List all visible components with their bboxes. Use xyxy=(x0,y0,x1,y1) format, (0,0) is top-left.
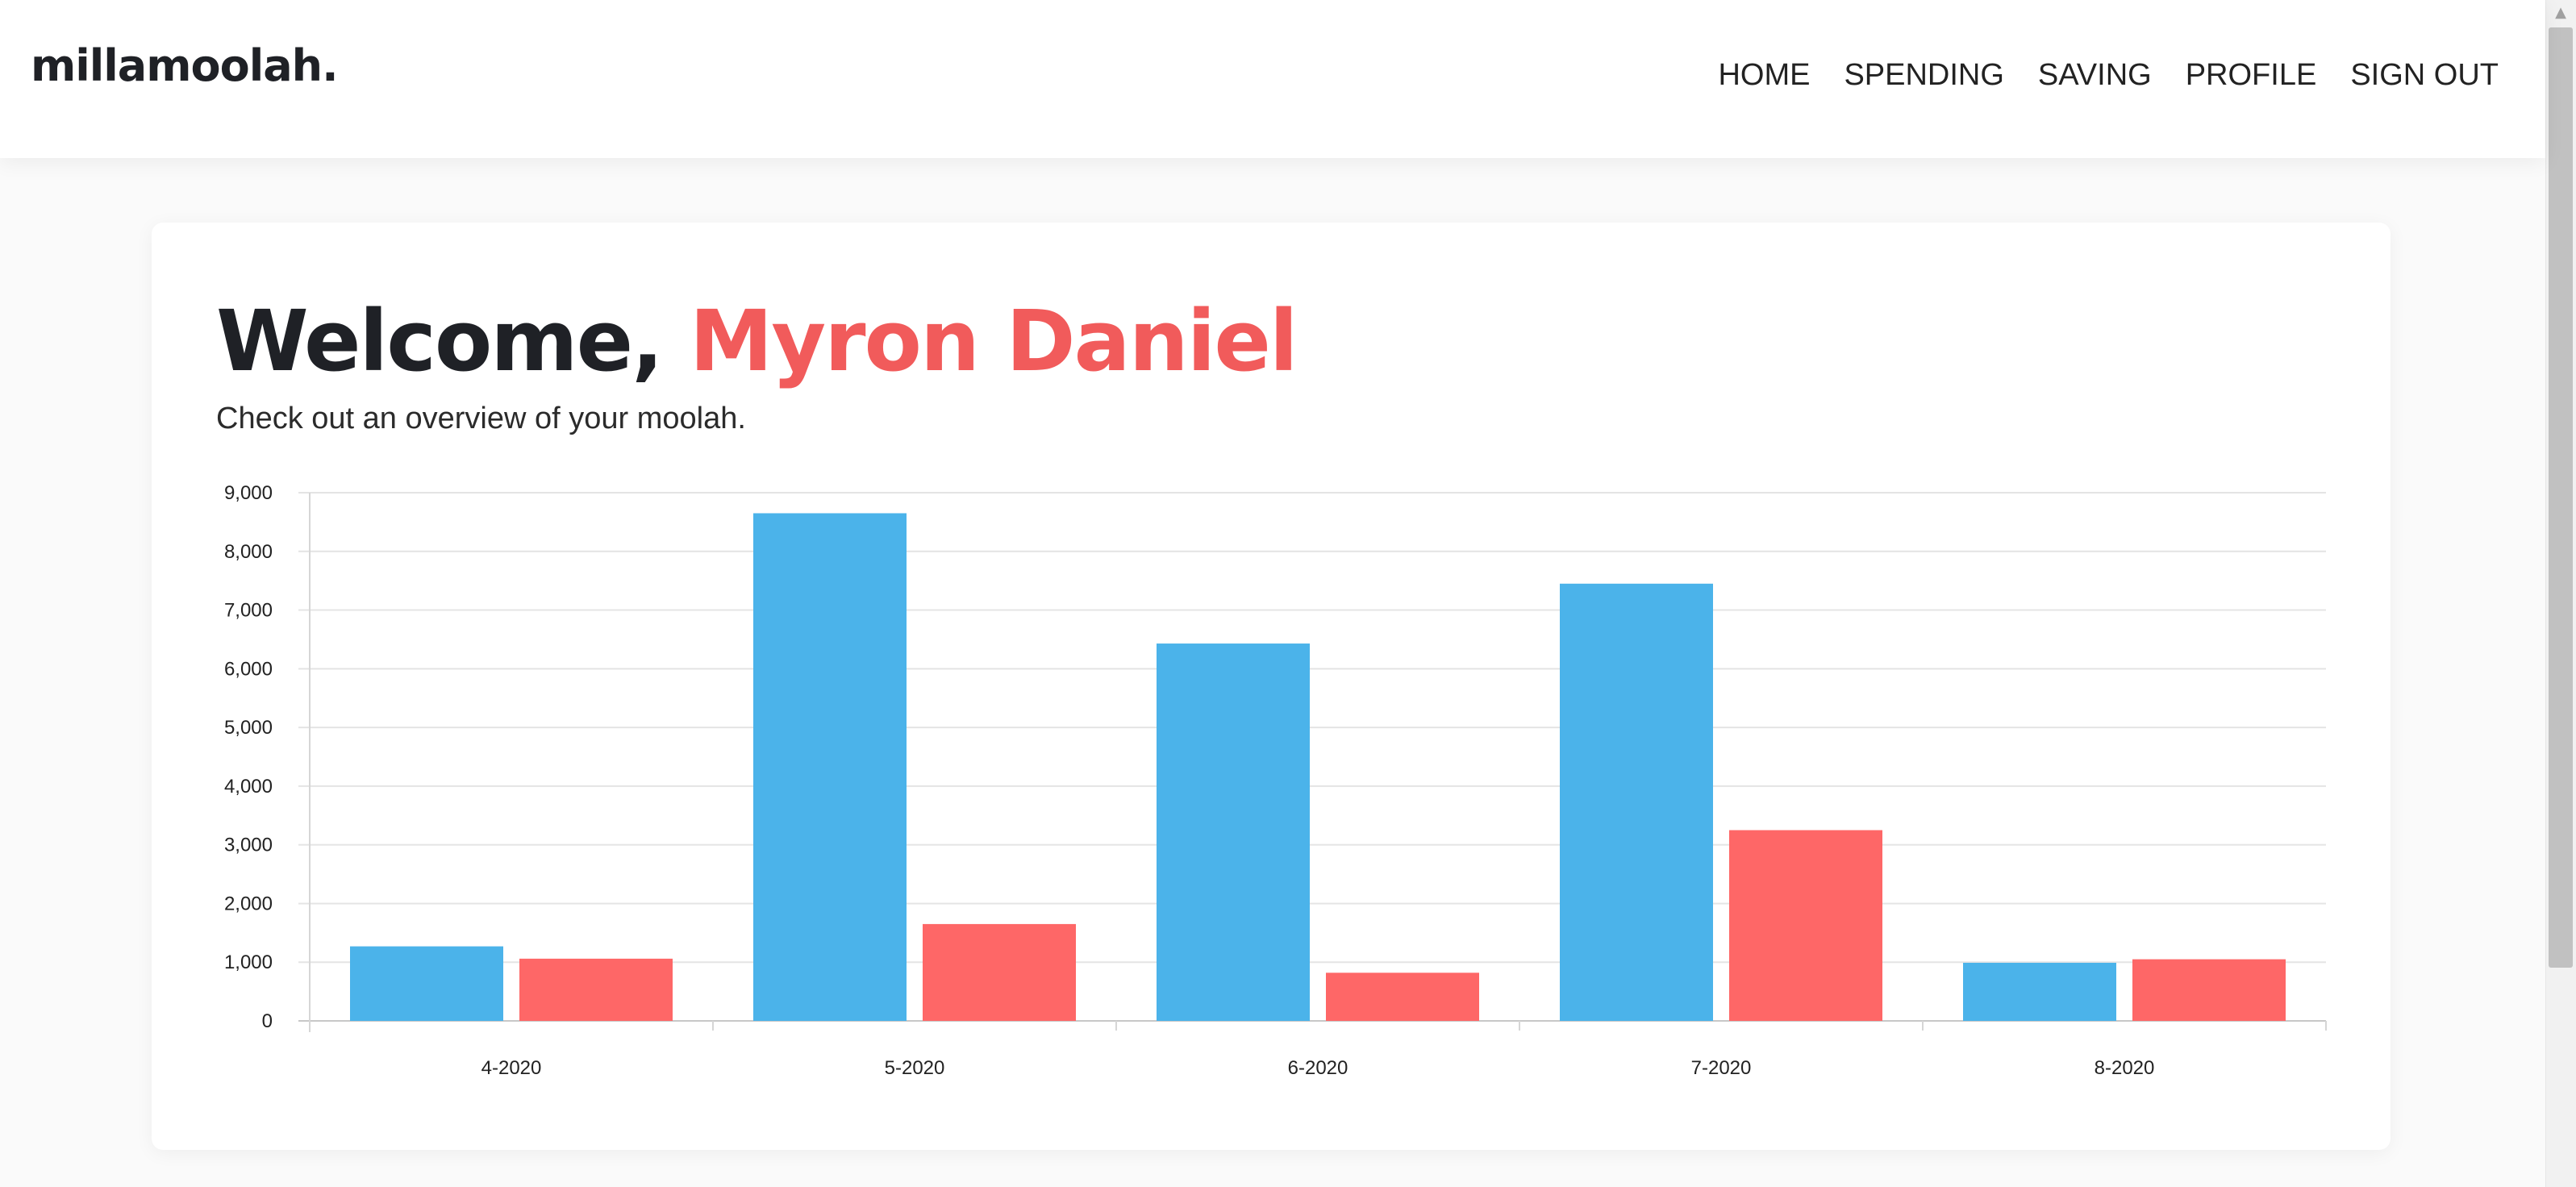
chart-bar xyxy=(753,513,907,1021)
page-title: Welcome, Myron Daniel xyxy=(216,292,1298,390)
y-tick-label: 1,000 xyxy=(224,952,273,973)
x-tick-label: 7-2020 xyxy=(1691,1057,1752,1079)
nav-link-profile[interactable]: PROFILE xyxy=(2185,58,2317,92)
chart-bar xyxy=(519,958,673,1021)
user-name: Myron Daniel xyxy=(689,292,1298,390)
welcome-greeting: Welcome, xyxy=(216,292,664,390)
nav-link-sign-out[interactable]: SIGN OUT xyxy=(2350,58,2499,92)
x-tick-label: 5-2020 xyxy=(885,1057,945,1079)
chart-bar xyxy=(350,946,503,1021)
chart-bar xyxy=(1729,830,1882,1021)
y-tick-label: 3,000 xyxy=(224,835,273,856)
scroll-up-arrow-icon[interactable]: ▲ xyxy=(2555,3,2566,21)
chart-bar xyxy=(1560,583,1713,1021)
chart-bar xyxy=(1326,973,1479,1021)
page-subtitle: Check out an overview of your moolah. xyxy=(216,402,746,435)
x-tick-label: 8-2020 xyxy=(2095,1057,2155,1079)
y-tick-label: 2,000 xyxy=(224,893,273,914)
navbar: millamoolah. HOME SPENDING SAVING PROFIL… xyxy=(0,0,2545,158)
scrollbar[interactable]: ▲ xyxy=(2545,0,2576,1187)
y-tick-label: 0 xyxy=(262,1010,273,1032)
y-tick-label: 6,000 xyxy=(224,658,273,680)
spending-saving-bar-chart: 0 1,000 2,000 3,000 4,000 5,000 6,000 7,000 8,00… xyxy=(224,482,2327,1079)
y-tick-label: 5,000 xyxy=(224,717,273,739)
chart-bar xyxy=(1157,643,1310,1021)
y-tick-label: 7,000 xyxy=(224,600,273,622)
chart-bar xyxy=(1963,962,2116,1021)
y-tick-label: 8,000 xyxy=(224,541,273,563)
chart-bar xyxy=(923,923,1076,1021)
nav-link-home[interactable]: HOME xyxy=(1718,58,1811,92)
x-tick-label: 6-2020 xyxy=(1288,1057,1348,1079)
scroll-thumb[interactable] xyxy=(2549,27,2573,968)
logo[interactable]: millamoolah. xyxy=(31,40,339,91)
x-tick-label: 4-2020 xyxy=(481,1057,542,1079)
y-tick-label: 4,000 xyxy=(224,776,273,798)
chart-bar xyxy=(2132,959,2286,1021)
y-tick-label: 9,000 xyxy=(224,482,273,504)
nav-link-spending[interactable]: SPENDING xyxy=(1844,58,2004,92)
nav-link-saving[interactable]: SAVING xyxy=(2037,58,2152,92)
nav-links: HOME SPENDING SAVING PROFILE SIGN OUT xyxy=(1718,58,2499,93)
overview-card: Welcome, Myron Daniel Check out an overv… xyxy=(152,223,2391,1150)
